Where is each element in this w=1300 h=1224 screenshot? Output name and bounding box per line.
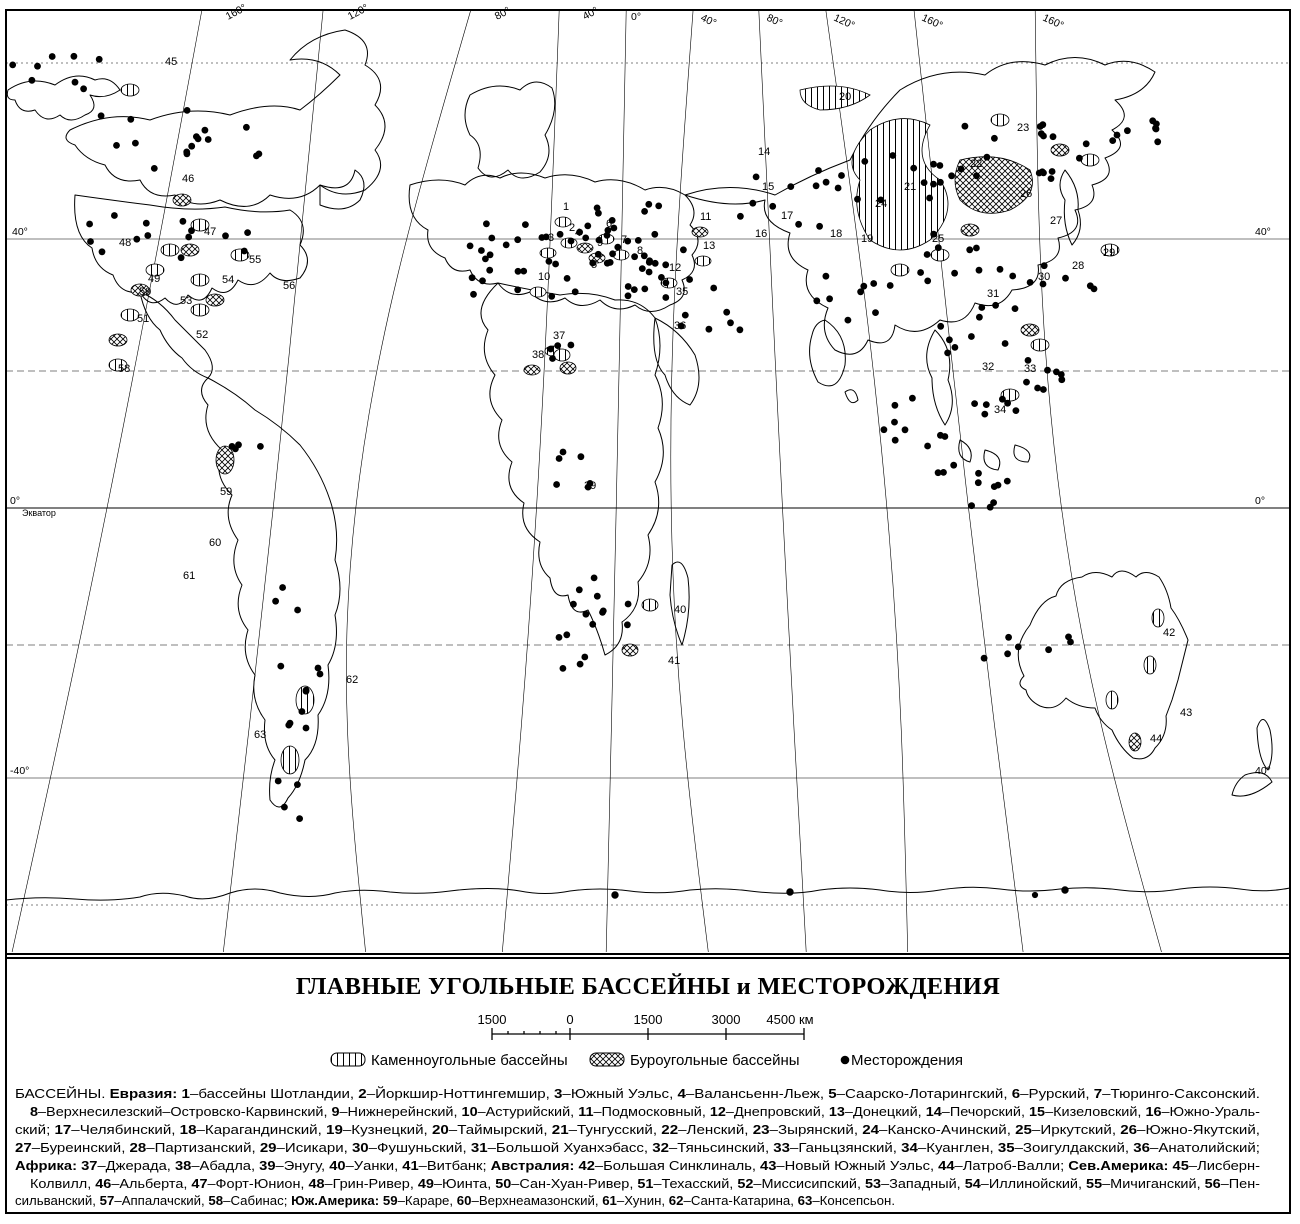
svg-text:33: 33 bbox=[1024, 363, 1036, 375]
svg-text:26: 26 bbox=[1020, 188, 1032, 200]
svg-text:0°: 0° bbox=[10, 495, 20, 507]
svg-text:49: 49 bbox=[148, 273, 160, 285]
svg-text:38: 38 bbox=[532, 349, 544, 361]
svg-text:40°: 40° bbox=[1255, 226, 1271, 238]
svg-text:10: 10 bbox=[538, 271, 550, 283]
svg-text:14: 14 bbox=[758, 146, 770, 158]
svg-text:13: 13 bbox=[703, 240, 715, 252]
svg-text:Буроугольные бассейны: Буроугольные бассейны bbox=[630, 1052, 800, 1069]
svg-text:19: 19 bbox=[861, 233, 873, 245]
svg-text:40°: 40° bbox=[12, 226, 28, 238]
svg-text:60: 60 bbox=[209, 537, 221, 549]
svg-text:45: 45 bbox=[165, 56, 177, 68]
svg-text:17: 17 bbox=[781, 210, 793, 222]
svg-text:27: 27 bbox=[1050, 215, 1062, 227]
svg-text:0°: 0° bbox=[631, 11, 641, 23]
svg-text:43: 43 bbox=[1180, 707, 1192, 719]
svg-text:47: 47 bbox=[204, 226, 216, 238]
svg-text:0°: 0° bbox=[1255, 495, 1265, 507]
svg-text:54: 54 bbox=[222, 274, 234, 286]
svg-text:23: 23 bbox=[1017, 122, 1029, 134]
svg-text:34: 34 bbox=[994, 404, 1006, 416]
svg-text:1500: 1500 bbox=[634, 1012, 663, 1027]
svg-text:сильванский, 57–Аппалачский, 5: сильванский, 57–Аппалачский, 58–Сабинас;… bbox=[15, 1193, 895, 1208]
svg-text:37: 37 bbox=[553, 330, 565, 342]
svg-text:35: 35 bbox=[676, 286, 688, 298]
svg-text:Каменноугольные бассейны: Каменноугольные бассейны bbox=[371, 1052, 568, 1069]
svg-text:15: 15 bbox=[762, 181, 774, 193]
svg-text:44: 44 bbox=[1150, 733, 1162, 745]
svg-text:21: 21 bbox=[904, 181, 916, 193]
svg-text:51: 51 bbox=[137, 313, 149, 325]
svg-text:52: 52 bbox=[196, 329, 208, 341]
svg-text:ский; 17–Челябинский, 18–Караг: ский; 17 –Челябинский, 18 –Карагандинский,… bbox=[15, 1122, 1260, 1137]
svg-text:20: 20 bbox=[839, 91, 851, 103]
svg-text:56: 56 bbox=[283, 280, 295, 292]
svg-text:1500: 1500 bbox=[478, 1012, 507, 1027]
svg-text:1: 1 bbox=[563, 201, 569, 213]
svg-text:58: 58 bbox=[118, 363, 130, 375]
svg-text:22: 22 bbox=[970, 158, 982, 170]
svg-text:-40°: -40° bbox=[10, 765, 29, 777]
svg-text:40: 40 bbox=[674, 604, 686, 616]
svg-text:63: 63 bbox=[254, 729, 266, 741]
svg-text:32: 32 bbox=[982, 361, 994, 373]
svg-text:8–Верхнесилезский–Островско-Ка: 8–Верхнесилезский–Островско-Карвинский, … bbox=[30, 1104, 1260, 1119]
svg-text:27–Буреинский, 28–Партизанский: 27 –Буреинский, 28 –Партизанский, 29 –Исика… bbox=[15, 1140, 1260, 1155]
svg-text:62: 62 bbox=[346, 674, 358, 686]
svg-text:48: 48 bbox=[119, 237, 131, 249]
svg-text:50: 50 bbox=[139, 286, 151, 298]
svg-text:29: 29 bbox=[1103, 247, 1115, 259]
svg-text:4500 км: 4500 км bbox=[766, 1012, 813, 1027]
svg-text:Колвилл, 46–Альберта, 47–Форт-: Колвилл, 46–Альберта, 47–Форт-Юнион, 48–… bbox=[30, 1176, 1260, 1191]
svg-text:55: 55 bbox=[249, 254, 261, 266]
svg-text:40°: 40° bbox=[1255, 765, 1271, 777]
svg-text:61: 61 bbox=[183, 570, 195, 582]
svg-text:28: 28 bbox=[1072, 260, 1084, 272]
svg-text:Экватор: Экватор bbox=[22, 508, 56, 518]
svg-text:Месторождения: Месторождения bbox=[851, 1052, 963, 1069]
svg-text:59: 59 bbox=[220, 486, 232, 498]
svg-text:41: 41 bbox=[668, 655, 680, 667]
svg-text:18: 18 bbox=[830, 228, 842, 240]
svg-text:42: 42 bbox=[1163, 627, 1175, 639]
svg-text:3000: 3000 bbox=[712, 1012, 741, 1027]
svg-text:46: 46 bbox=[182, 173, 194, 185]
svg-text:16: 16 bbox=[755, 228, 767, 240]
svg-text:Африка: 37–Джерада, 38–Абадла: Африка: 37 –Джерада, 38 –Абадла, 39 –Энугу,… bbox=[15, 1158, 1260, 1173]
svg-text:БАССЕЙНЫ. Евразия: 1–бассейны: БАССЕЙНЫ. Евразия: 1–бассейны Шотландии,… bbox=[15, 1086, 1260, 1101]
svg-text:11: 11 bbox=[700, 211, 711, 223]
svg-text:12: 12 bbox=[669, 262, 681, 274]
svg-text:31: 31 bbox=[987, 288, 999, 300]
svg-text:53: 53 bbox=[180, 295, 192, 307]
svg-text:0: 0 bbox=[566, 1012, 573, 1027]
svg-text:ГЛАВНЫЕ УГОЛЬНЫЕ БАССЕЙНЫ и МЕ: ГЛАВНЫЕ УГОЛЬНЫЕ БАССЕЙНЫ и МЕСТОРОЖДЕНИ… bbox=[296, 972, 1000, 1000]
